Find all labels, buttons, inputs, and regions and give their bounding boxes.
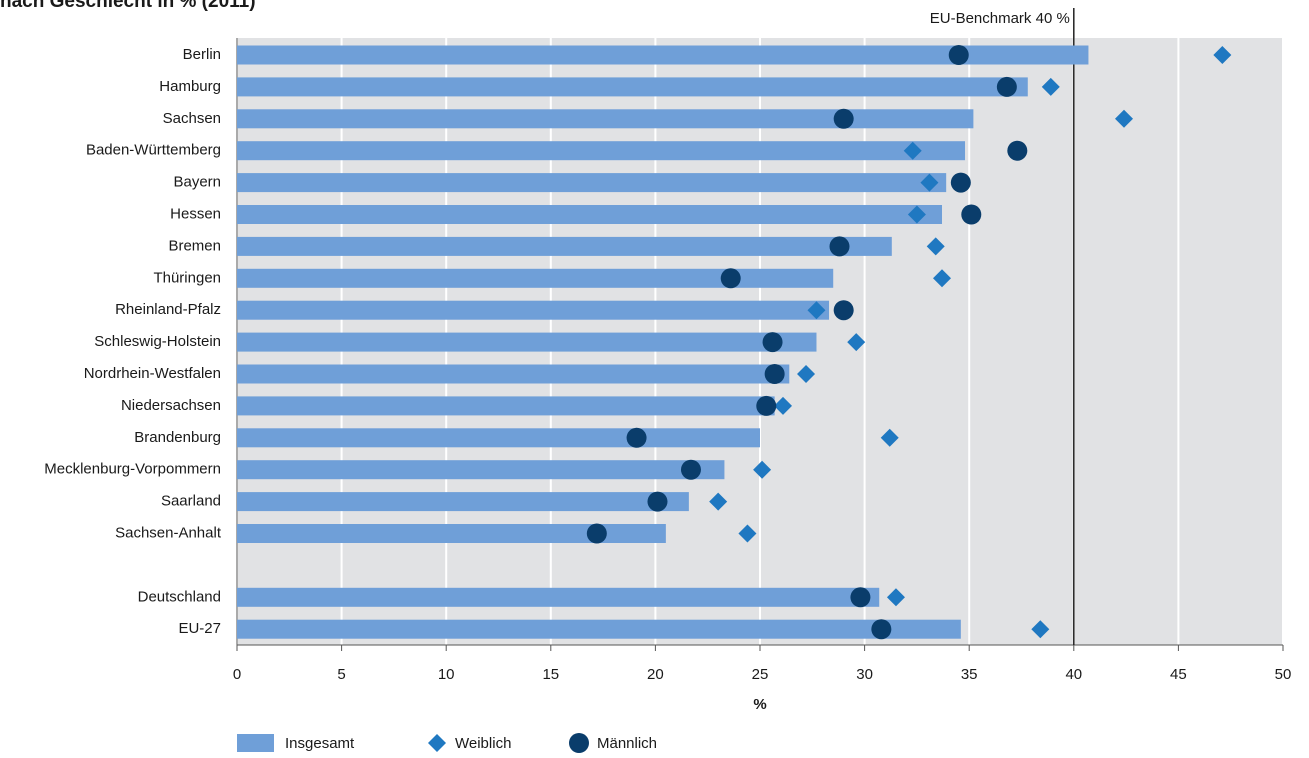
x-tick-label: 30: [856, 666, 873, 683]
y-tick-label: Niedersachsen: [121, 397, 221, 414]
maennlich-marker: [829, 236, 850, 257]
weiblich-marker: [926, 237, 945, 256]
x-tick-label: 0: [233, 666, 241, 683]
y-tick-label: Hamburg: [159, 78, 221, 95]
bar: [237, 396, 775, 416]
weiblich-marker: [1115, 109, 1134, 128]
bar: [237, 77, 1028, 97]
bar: [237, 173, 947, 193]
bar: [237, 428, 760, 448]
maennlich-marker: [996, 76, 1017, 97]
weiblich-marker: [1031, 620, 1050, 639]
y-tick-label: Nordrhein-Westfalen: [84, 365, 221, 382]
weiblich-marker: [709, 492, 728, 511]
weiblich-marker: [903, 141, 922, 160]
y-tick-label: Deutschland: [138, 588, 221, 605]
maennlich-marker: [961, 204, 982, 225]
bar: [237, 109, 974, 129]
x-tick-label: 10: [438, 666, 455, 683]
maennlich-marker: [950, 172, 971, 193]
bar: [237, 205, 943, 224]
y-tick-label: EU-27: [178, 620, 221, 637]
bar: [237, 300, 830, 320]
y-tick-label: Saarland: [161, 493, 221, 510]
weiblich-marker: [920, 173, 939, 192]
maennlich-marker: [586, 523, 607, 544]
legend-swatch: [237, 734, 274, 752]
weiblich-marker: [797, 365, 816, 383]
bar: [237, 141, 966, 161]
maennlich-marker: [850, 587, 871, 608]
bar: [237, 460, 725, 480]
x-tick-label: 5: [337, 666, 345, 683]
benchmark-label: EU-Benchmark 40 %: [930, 10, 1070, 27]
y-tick-label: Bremen: [168, 237, 221, 254]
weiblich-marker: [933, 269, 952, 288]
x-tick-label: 20: [647, 666, 664, 683]
weiblich-marker: [753, 460, 772, 479]
maennlich-marker: [626, 427, 647, 448]
y-tick-label: Thüringen: [153, 269, 221, 286]
maennlich-marker: [720, 268, 741, 289]
maennlich-marker: [871, 619, 892, 640]
y-tick-label: Mecklenburg-Vorpommern: [44, 461, 221, 478]
legend-label: Weiblich: [455, 735, 511, 752]
y-tick-label: Schleswig-Holstein: [94, 333, 221, 350]
bar: [237, 492, 689, 512]
weiblich-marker: [880, 428, 899, 447]
maennlich-marker: [1007, 140, 1028, 161]
legend-swatch: [428, 734, 446, 752]
legend-label: Männlich: [597, 735, 657, 752]
legend-swatch: [569, 733, 589, 753]
y-tick-label: Bayern: [173, 174, 221, 191]
weiblich-marker: [847, 333, 866, 352]
x-tick-label: 35: [961, 666, 978, 683]
bar: [237, 45, 1089, 65]
bar: [237, 619, 961, 639]
y-tick-label: Baden-Württemberg: [86, 142, 221, 159]
maennlich-marker: [680, 459, 701, 480]
weiblich-marker: [1213, 46, 1232, 64]
x-tick-label: 15: [542, 666, 559, 683]
y-tick-label: Sachsen-Anhalt: [115, 524, 222, 541]
weiblich-marker: [907, 205, 926, 224]
y-tick-label: Brandenburg: [134, 429, 221, 446]
weiblich-marker: [738, 524, 757, 543]
maennlich-marker: [647, 491, 668, 512]
maennlich-marker: [764, 364, 785, 384]
chart-title: nach Geschlecht in % (2011): [0, 0, 256, 12]
weiblich-marker: [774, 396, 793, 415]
weiblich-marker: [1041, 77, 1060, 96]
bar: [237, 364, 790, 384]
bar: [237, 587, 880, 607]
bar: [237, 524, 666, 543]
maennlich-marker: [833, 108, 854, 129]
y-tick-label: Sachsen: [163, 110, 221, 127]
maennlich-marker: [756, 395, 777, 416]
maennlich-marker: [762, 332, 783, 353]
bar: [237, 332, 817, 352]
x-tick-label: 45: [1170, 666, 1187, 683]
y-tick-label: Hessen: [170, 205, 221, 222]
x-axis-label: %: [753, 696, 766, 713]
maennlich-marker: [948, 45, 969, 65]
x-tick-label: 50: [1275, 666, 1292, 683]
x-tick-label: 40: [1065, 666, 1082, 683]
y-tick-label: Berlin: [183, 46, 221, 63]
weiblich-marker: [807, 301, 826, 320]
legend-label: Insgesamt: [285, 735, 355, 752]
weiblich-marker: [886, 588, 905, 607]
x-tick-label: 25: [752, 666, 769, 683]
y-tick-label: Rheinland-Pfalz: [115, 301, 221, 318]
bar: [237, 268, 834, 288]
maennlich-marker: [833, 300, 854, 321]
bar: [237, 236, 892, 256]
